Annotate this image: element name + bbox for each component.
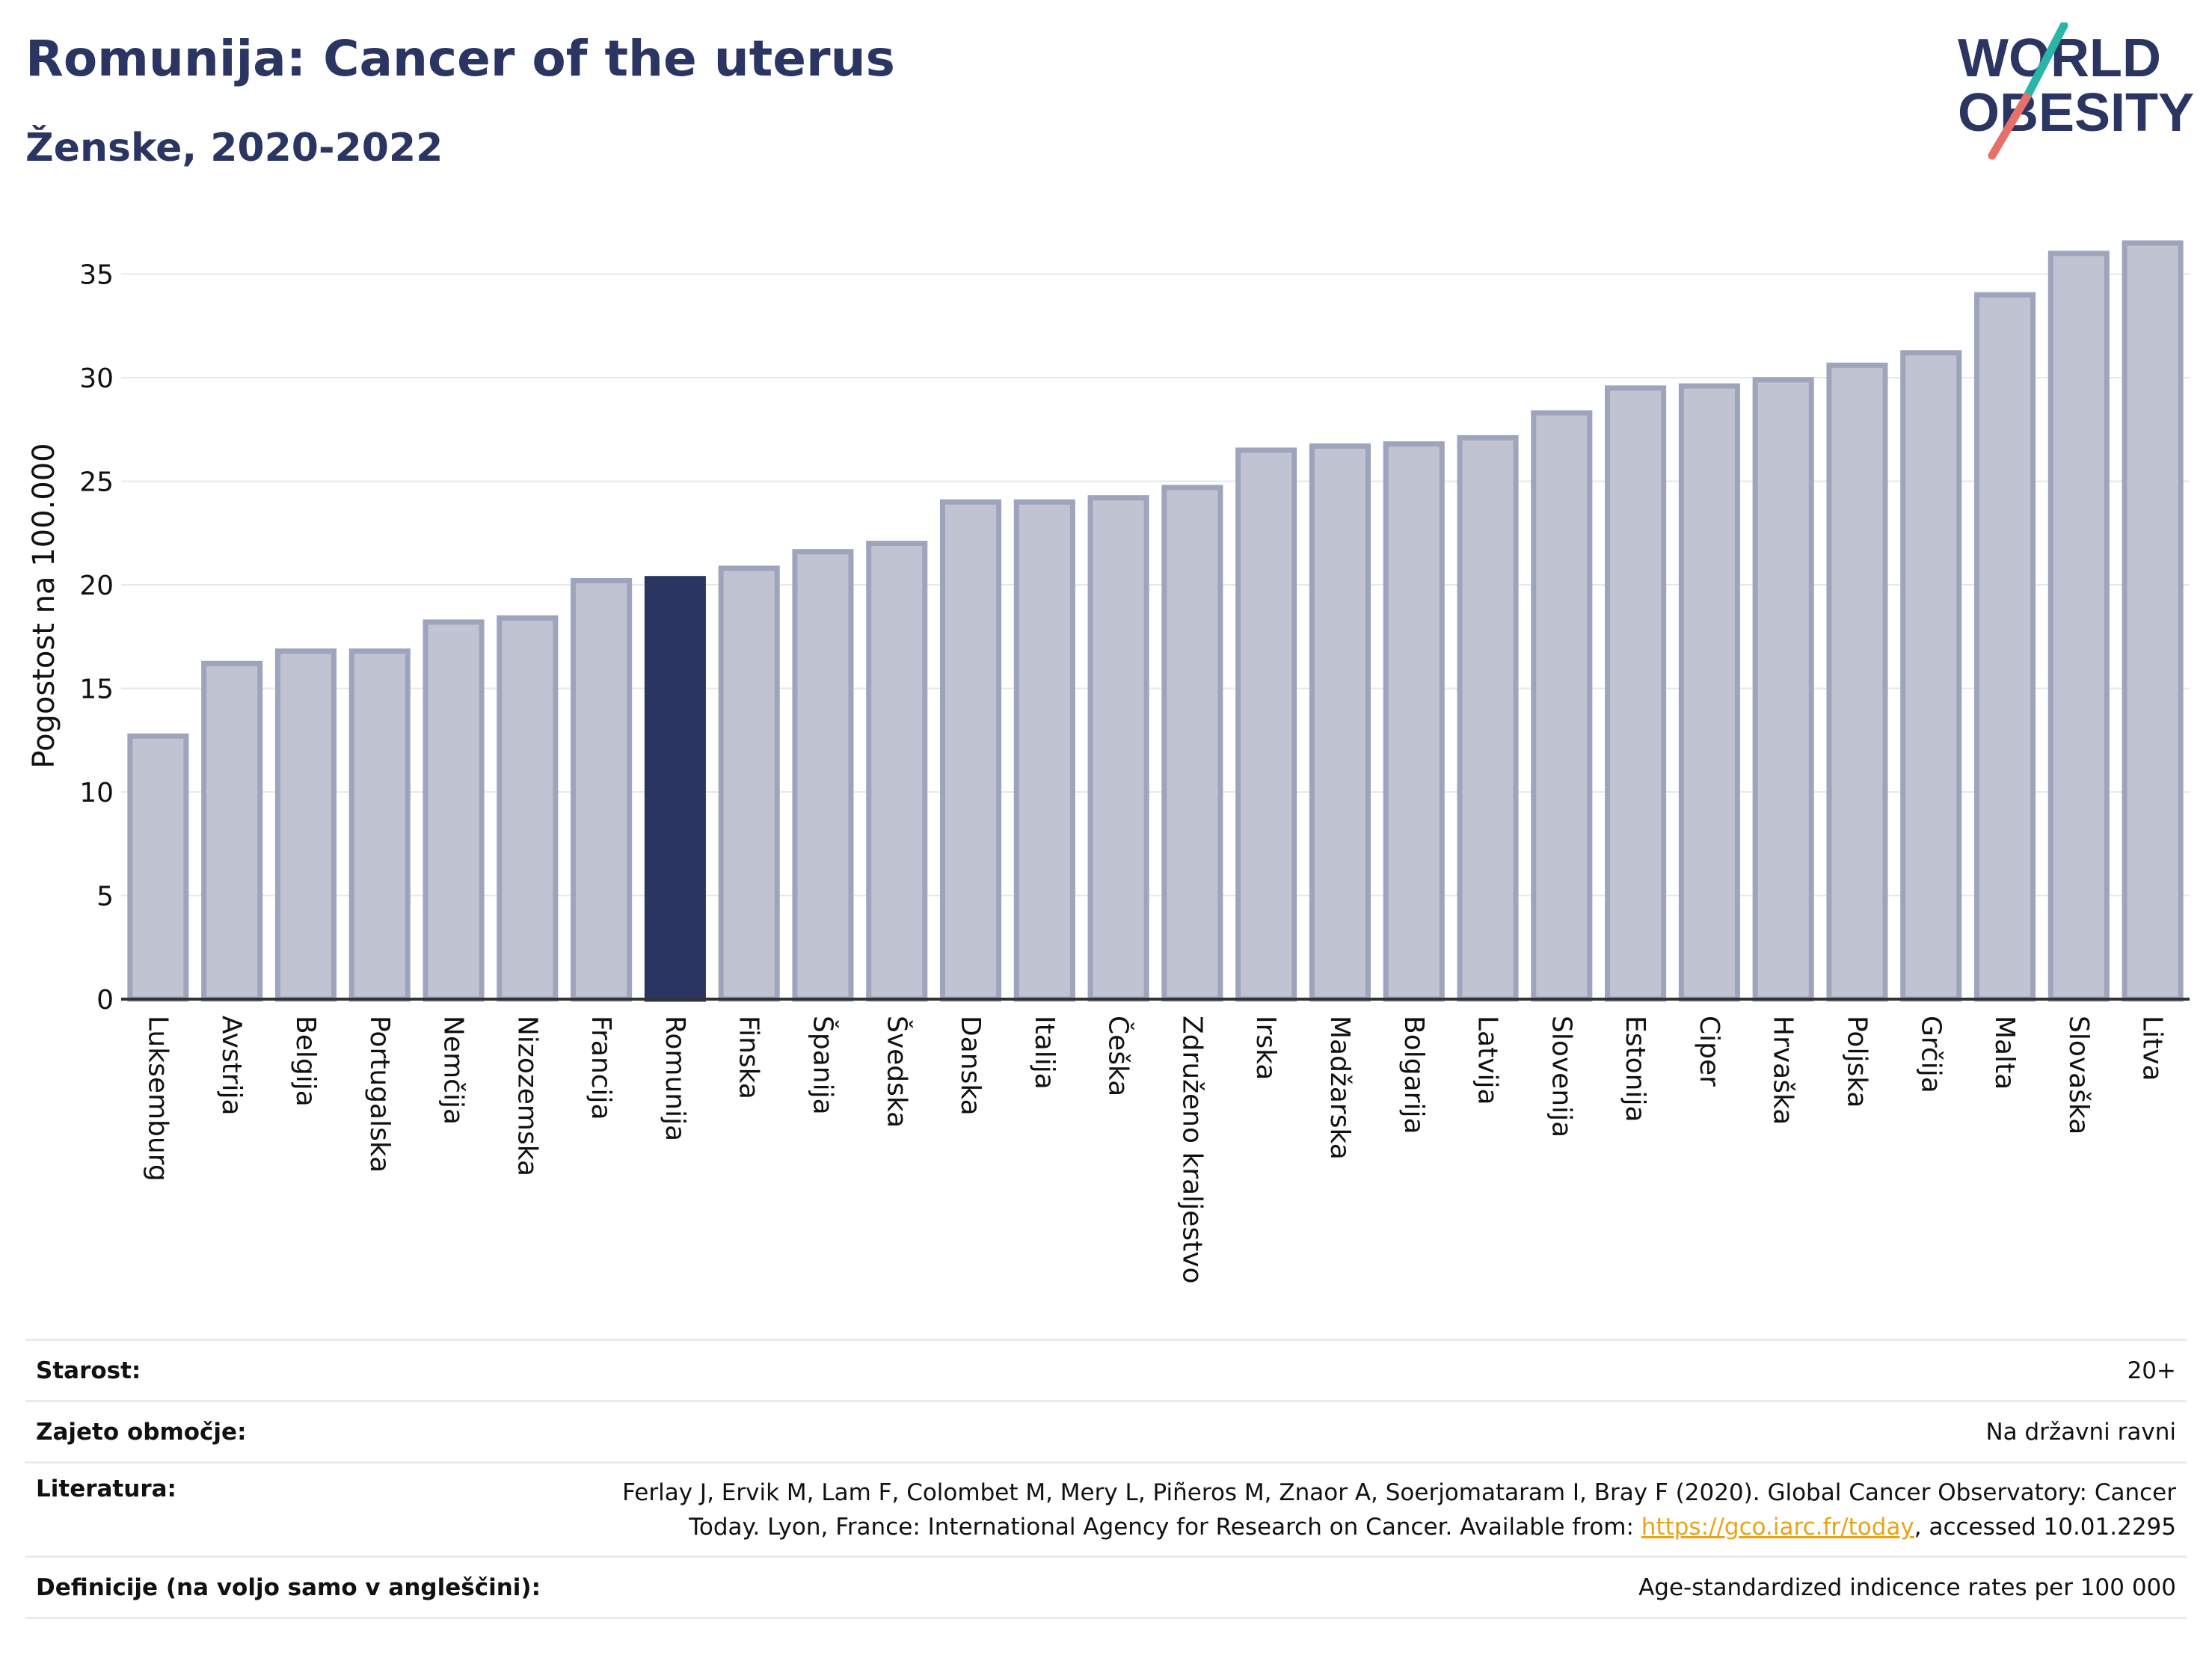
meta-value-literature: Ferlay J, Ervik M, Lam F, Colombet M, Me… (622, 1476, 2176, 1544)
logo-slash-top (2022, 22, 2068, 102)
x-tick-label: Češka (1103, 1016, 1134, 1096)
bar-19 (1531, 410, 1593, 1002)
x-tick-label: Poljska (1841, 1016, 1872, 1108)
x-tick-label: Švedska (881, 1016, 912, 1128)
x-tick-label: Estonija (1620, 1016, 1650, 1123)
bar-16 (1309, 443, 1371, 1002)
x-tick-label: Luksemburg (142, 1016, 173, 1182)
x-tick-label: Bolgarija (1398, 1016, 1429, 1134)
x-tick-label: Litva (2137, 1016, 2168, 1081)
bar-24 (1900, 350, 1962, 1002)
y-tick-label: 0 (96, 985, 114, 1016)
meta-label-coverage: Zajeto območje: (36, 1418, 247, 1446)
x-tick-label: Španija (807, 1016, 838, 1115)
bar-1 (201, 660, 263, 1002)
literature-line2-pre: Today. Lyon, France: International Agenc… (689, 1514, 1641, 1541)
y-tick-label: 30 (79, 363, 114, 394)
x-tick-label: Irska (1250, 1016, 1281, 1080)
bar-17 (1383, 441, 1445, 1002)
meta-value-definitions: Age-standardized indicence rates per 100… (1638, 1573, 2176, 1601)
x-tick-label: Finska (734, 1016, 764, 1099)
x-tick-label: Italija (1029, 1016, 1060, 1090)
bar-8 (718, 565, 780, 1002)
bar-18 (1457, 435, 1519, 1002)
meta-label-age: Starost: (36, 1357, 141, 1384)
bar-14 (1161, 485, 1223, 1002)
bar-4 (423, 619, 485, 1002)
bar-3 (348, 648, 411, 1002)
bar-10 (866, 541, 928, 1002)
world-obesity-logo: WORLD OBESITY (1958, 22, 2194, 160)
x-tick-label: Hrvaška (1768, 1016, 1798, 1125)
literature-line1: Ferlay J, Ervik M, Lam F, Colombet M, Me… (622, 1479, 2176, 1506)
meta-row-literature: Literatura: Ferlay J, Ervik M, Lam F, Co… (25, 1464, 2187, 1558)
meta-row-definitions: Definicije (na voljo samo v angleščini):… (25, 1558, 2187, 1619)
bar-23 (1826, 362, 1888, 1002)
x-tick-label: Latvija (1472, 1016, 1503, 1105)
bar-25 (1973, 292, 2036, 1002)
bar-0 (127, 733, 189, 1002)
chart-subtitle: Ženske, 2020-2022 (25, 126, 443, 171)
bar-chart: 0 5 10 15 20 25 30 35 Luksemburg Avstrija Belgija P… (27, 240, 2190, 1284)
bar-27 (2122, 240, 2184, 1002)
bars (127, 240, 2184, 1002)
x-tick-label: Francija (586, 1016, 616, 1120)
x-tick-label: Združeno kraljestvo (1176, 1016, 1207, 1284)
x-tick-label: Ciper (1694, 1016, 1724, 1087)
meta-value-coverage: Na državni ravni (1985, 1418, 2176, 1446)
bar-6 (571, 577, 633, 1002)
y-tick-label: 20 (79, 571, 114, 601)
logo-slash-bottom (1988, 93, 2031, 160)
bar-2 (274, 648, 337, 1002)
x-tick-label: Malta (1989, 1016, 2020, 1090)
meta-label-definitions: Definicije (na voljo samo v angleščini): (36, 1573, 541, 1601)
bar-12 (1013, 499, 1075, 1002)
bar-11 (939, 499, 1002, 1002)
x-tick-label: Slovaška (2063, 1016, 2094, 1134)
y-tick-label: 35 (79, 260, 114, 291)
bar-22 (1752, 377, 1814, 1002)
y-axis-label: Pogostost na 100.000 (27, 443, 61, 768)
x-tick-label: Nemčija (438, 1016, 469, 1125)
bar-13 (1087, 495, 1149, 1002)
chart-title: Romunija: Cancer of the uterus (25, 30, 895, 87)
x-tick-label: Romunija (660, 1016, 690, 1141)
literature-line2-post: , accessed 10.01.2295 (1914, 1514, 2176, 1541)
y-tick-label: 25 (79, 467, 114, 498)
bar-15 (1235, 447, 1297, 1002)
x-tick-label: Slovenija (1546, 1016, 1576, 1137)
axes: 0 5 10 15 20 25 30 35 Luksemburg Avstrija Belgija P… (79, 260, 2190, 1284)
bar-26 (2047, 251, 2110, 1002)
meta-row-coverage: Zajeto območje: Na državni ravni (25, 1402, 2187, 1464)
y-tick-label: 5 (96, 882, 114, 912)
literature-link[interactable]: https://gco.iarc.fr/today (1641, 1514, 1914, 1541)
bar-20 (1605, 385, 1667, 1002)
meta-value-age: 20+ (2127, 1357, 2176, 1384)
bar-21 (1678, 383, 1740, 1002)
x-tick-label: Madžarska (1324, 1016, 1355, 1160)
y-tick-label: 15 (79, 675, 114, 705)
meta-row-age: Starost: 20+ (25, 1341, 2187, 1402)
metadata-table: Starost: 20+ Zajeto območje: Na državni … (25, 1339, 2187, 1619)
x-tick-label: Portugalska (364, 1016, 395, 1173)
x-tick-label: Danska (955, 1016, 986, 1116)
y-tick-label: 10 (79, 778, 114, 808)
bar-5 (497, 615, 559, 1002)
x-tick-label: Avstrija (216, 1016, 247, 1116)
logo-line2: OBESITY (1958, 83, 2194, 143)
bar-7 (644, 576, 706, 1002)
meta-label-literature: Literatura: (36, 1476, 176, 1502)
x-tick-label: Nizozemska (511, 1016, 542, 1176)
bar-9 (792, 549, 854, 1002)
x-tick-label: Belgija (290, 1016, 321, 1107)
x-tick-label: Grčija (1915, 1016, 1946, 1093)
